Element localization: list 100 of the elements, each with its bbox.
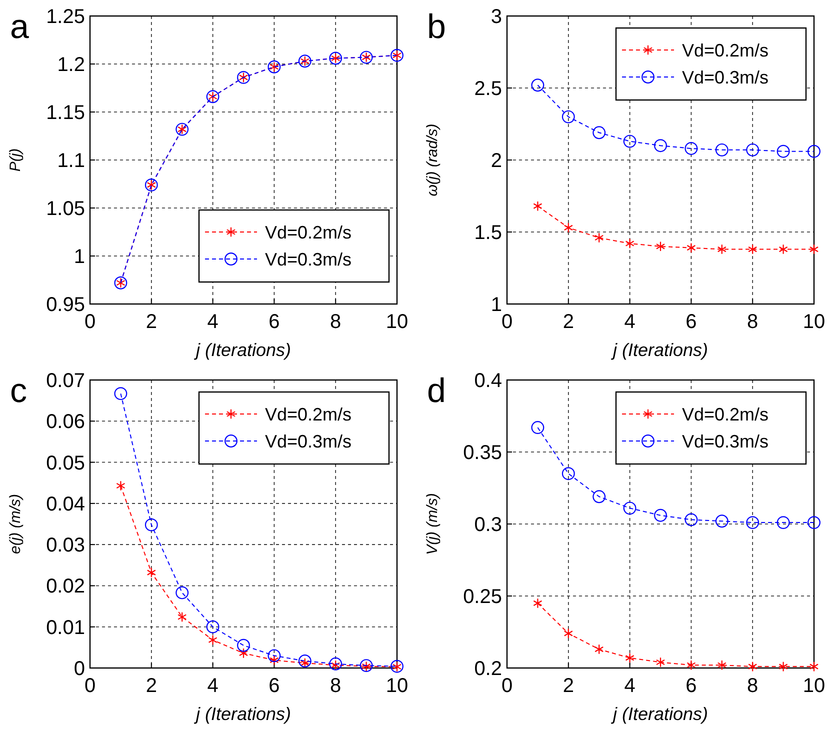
point [623,134,636,148]
point [746,516,760,530]
point [656,241,666,252]
point [717,660,726,670]
point [684,142,698,155]
chart-title: d [427,372,446,410]
chart-title: a [10,8,29,46]
x-tick-label: 8 [747,311,758,333]
point [178,612,187,622]
point [564,628,573,639]
point [592,490,606,504]
point [715,514,728,528]
x-tick-label: 2 [562,311,574,333]
y-tick-label: 0.3 [474,514,502,536]
point [533,200,542,212]
point [684,513,698,526]
y-tick-label: 1 [490,294,502,316]
x-tick-label: 6 [268,311,280,333]
x-tick-label: 8 [330,311,342,333]
legend-label: Vd=0.3m/s [265,249,352,270]
point [808,516,820,530]
x-tick-label: 4 [624,311,636,333]
y-tick-label: 0.4 [474,370,502,392]
y-axis-title: V(j) (m/s) [424,493,441,555]
legend-label: Vd=0.3m/s [265,431,352,452]
x-tick-label: 8 [330,675,342,697]
y-tick-label: 0.25 [463,586,502,608]
point [748,661,758,672]
point [594,644,604,654]
point [270,655,279,666]
y-tick-label: 0.03 [46,534,85,557]
legend-label: Vd=0.3m/s [682,431,769,452]
point [746,143,760,156]
point [208,634,218,646]
point [531,78,544,92]
point [562,467,575,480]
x-tick-label: 10 [802,675,826,697]
y-axis-title: ω(j) (rad/s) [424,124,441,196]
point [654,139,667,152]
y-axis-title: P(j) [7,148,24,172]
y-tick-label: 0.95 [46,294,85,316]
x-tick-label: 10 [386,311,408,333]
x-tick-label: 10 [802,311,826,333]
point [686,242,696,254]
y-tick-label: 1.25 [46,6,85,28]
point [268,649,281,662]
point [776,516,790,530]
point [625,652,634,664]
y-tick-label: 1.15 [46,102,85,124]
point [778,661,788,672]
x-tick-label: 4 [207,675,218,697]
y-tick-label: 1.05 [46,198,85,220]
legend-label: Vd=0.2m/s [682,40,769,60]
point [625,238,634,249]
x-tick-label: 6 [686,675,697,697]
point [564,222,573,233]
x-axis-title: j (Iterations) [192,704,292,724]
x-tick-label: 4 [207,311,218,333]
point [300,658,310,668]
point [146,567,156,578]
y-tick-label: 0 [74,658,85,680]
x-tick-label: 10 [386,675,408,697]
point [592,126,606,140]
point [206,620,220,634]
y-tick-label: 0.35 [463,442,502,464]
y-tick-label: 1.1 [57,150,85,172]
point [114,387,128,400]
point [562,110,575,124]
x-tick-label: 2 [146,675,157,697]
point [329,657,342,670]
chart-title: b [427,8,446,46]
point [715,143,728,156]
point [748,244,758,254]
point [717,244,726,254]
point [654,508,667,522]
point [298,654,312,668]
legend-label: Vd=0.2m/s [265,404,352,424]
point [656,657,666,668]
x-tick-label: 4 [624,675,636,697]
x-axis-title: j (Iterations) [610,340,708,360]
y-tick-label: 0.07 [46,370,85,392]
legend-label: Vd=0.2m/s [682,404,769,424]
x-tick-label: 6 [268,675,280,697]
x-tick-label: 2 [146,311,157,333]
point [623,502,636,515]
point [531,421,544,434]
y-tick-label: 0.05 [46,452,85,474]
point [176,586,189,600]
chart-title: c [10,372,27,410]
y-tick-label: 0.04 [46,493,85,516]
point [144,518,158,532]
point [778,244,788,254]
y-tick-label: 2.5 [474,78,502,100]
point [533,598,542,608]
x-tick-label: 6 [686,311,697,333]
y-tick-label: 1 [74,246,85,268]
point [808,144,820,158]
y-tick-label: 3 [490,6,502,28]
x-axis-title: j (Iterations) [192,340,292,360]
point [116,480,126,491]
